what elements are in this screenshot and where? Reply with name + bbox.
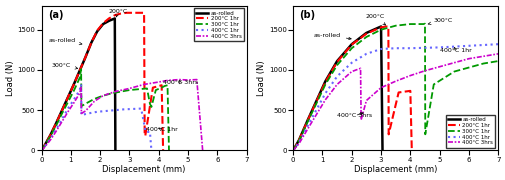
Text: (a): (a) [47,10,63,20]
Y-axis label: Load (N): Load (N) [6,60,15,96]
Text: as-rolled: as-rolled [313,33,350,40]
Text: as-rolled: as-rolled [49,38,82,45]
Text: 200°C: 200°C [108,9,127,17]
Text: 300°C: 300°C [52,63,77,69]
Y-axis label: Load (N): Load (N) [257,60,266,96]
Text: 400°C 1hr: 400°C 1hr [439,47,471,53]
Text: 300°C: 300°C [427,17,452,24]
Text: 400°C 3hrs: 400°C 3hrs [163,80,198,85]
Legend: as-rolled, 200°C 1hr, 300°C 1hr, 400°C 1hr, 400°C 3hrs: as-rolled, 200°C 1hr, 300°C 1hr, 400°C 1… [193,8,243,41]
Legend: as-rolled, 200°C 1hr, 300°C 1hr, 400°C 1hr, 400°C 3hrs: as-rolled, 200°C 1hr, 300°C 1hr, 400°C 1… [445,115,494,148]
X-axis label: Displacement (mm): Displacement (mm) [102,165,185,174]
X-axis label: Displacement (mm): Displacement (mm) [354,165,436,174]
Text: 400°C 3hrs: 400°C 3hrs [336,112,372,118]
Text: 400°C 1hr: 400°C 1hr [145,127,177,132]
Text: 200°C: 200°C [365,14,385,25]
Text: (b): (b) [299,10,315,20]
